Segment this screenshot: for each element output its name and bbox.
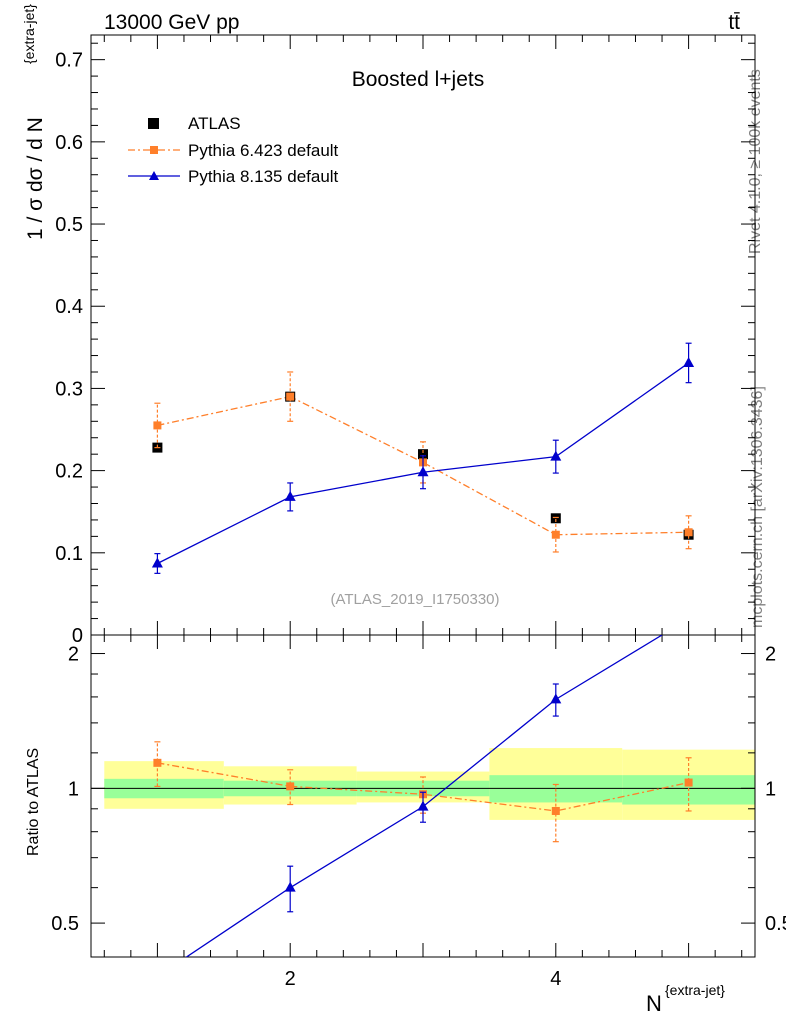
legend-py8-label: Pythia 8.135 default	[188, 167, 339, 186]
py6-data-point	[551, 530, 560, 539]
x-tick-label: 2	[285, 968, 296, 990]
x-axis-label: N	[646, 991, 662, 1016]
atlas-data-point	[418, 449, 428, 460]
legend-atlas-label: ATLAS	[188, 114, 241, 133]
py8-data-point	[417, 466, 429, 477]
py8-ratio-line	[185, 635, 663, 957]
y-axis-label-superscript: {extra-jet}	[21, 4, 37, 64]
py8-data-point	[683, 356, 695, 367]
mcplots-reference-label: mcplots.cern.ch [arXiv:1306.3436]	[749, 386, 766, 628]
py8-ratio-point	[550, 693, 562, 704]
py6-ratio-point	[684, 778, 693, 787]
y-tick-label: 0.1	[55, 543, 83, 565]
y-tick-label: 0.5	[55, 214, 83, 236]
py6-data-point	[286, 392, 295, 401]
y-axis-label: 1 / σ dσ / d N	[24, 117, 47, 240]
ratio-y-tick-label: 1	[68, 778, 79, 800]
y-tick-label: 0	[72, 625, 83, 647]
py6-ratio-point	[153, 758, 162, 767]
y-tick-label: 0.7	[55, 50, 83, 72]
x-tick-label: 4	[550, 968, 561, 990]
legend-py6-marker	[150, 146, 158, 154]
legend-py8-marker	[149, 171, 159, 180]
chart-title: Boosted l+jets	[352, 68, 485, 91]
ratio-y-tick-label: 0.5	[51, 913, 79, 935]
py6-ratio-point	[286, 782, 295, 791]
py6-data-point	[153, 421, 162, 430]
ratio-y-tick-label: 2	[68, 644, 79, 666]
main-panel: 0 0.1 0.2 0.3 0.4 0.5 0.6 0.7 Boosted l+jets (A…	[21, 4, 756, 647]
ratio-y-axis-label: Ratio to ATLAS	[25, 748, 42, 856]
legend-atlas-marker	[148, 118, 159, 129]
legend-py6-label: Pythia 6.423 default	[188, 141, 339, 160]
y-tick-label: 0.3	[55, 378, 83, 400]
ratio-y-tick-label-right: 2	[765, 644, 776, 666]
atlas-data-point	[550, 513, 561, 524]
ratio-panel: 0.5 0.5 1 1 2 2 2 4 Ratio to ATLAS N {extra-jet…	[25, 634, 786, 1016]
y-tick-label: 0.6	[55, 132, 83, 154]
x-axis-label-superscript: {extra-jet}	[665, 982, 725, 998]
analysis-watermark: (ATLAS_2019_I1750330)	[330, 591, 499, 608]
py8-data-point	[284, 490, 296, 501]
py8-ratio-point	[417, 800, 429, 811]
py8-ratio-point	[284, 881, 296, 892]
legend: ATLAS Pythia 6.423 default Pythia 8.135 …	[128, 114, 339, 186]
py6-data-point	[684, 528, 693, 537]
header-process-label: tt̄	[728, 11, 740, 34]
py6-series-line	[157, 395, 689, 536]
py8-data-point	[550, 450, 562, 461]
y-tick-label: 0.4	[55, 296, 83, 318]
py6-ratio-point	[551, 806, 560, 815]
header-collision-label: 13000 GeV pp	[104, 11, 239, 34]
ratio-y-tick-label-right: 0.5	[765, 913, 786, 935]
py8-data-point	[151, 557, 163, 568]
y-tick-label: 0.2	[55, 461, 83, 483]
ratio-y-tick-label-right: 1	[765, 778, 776, 800]
